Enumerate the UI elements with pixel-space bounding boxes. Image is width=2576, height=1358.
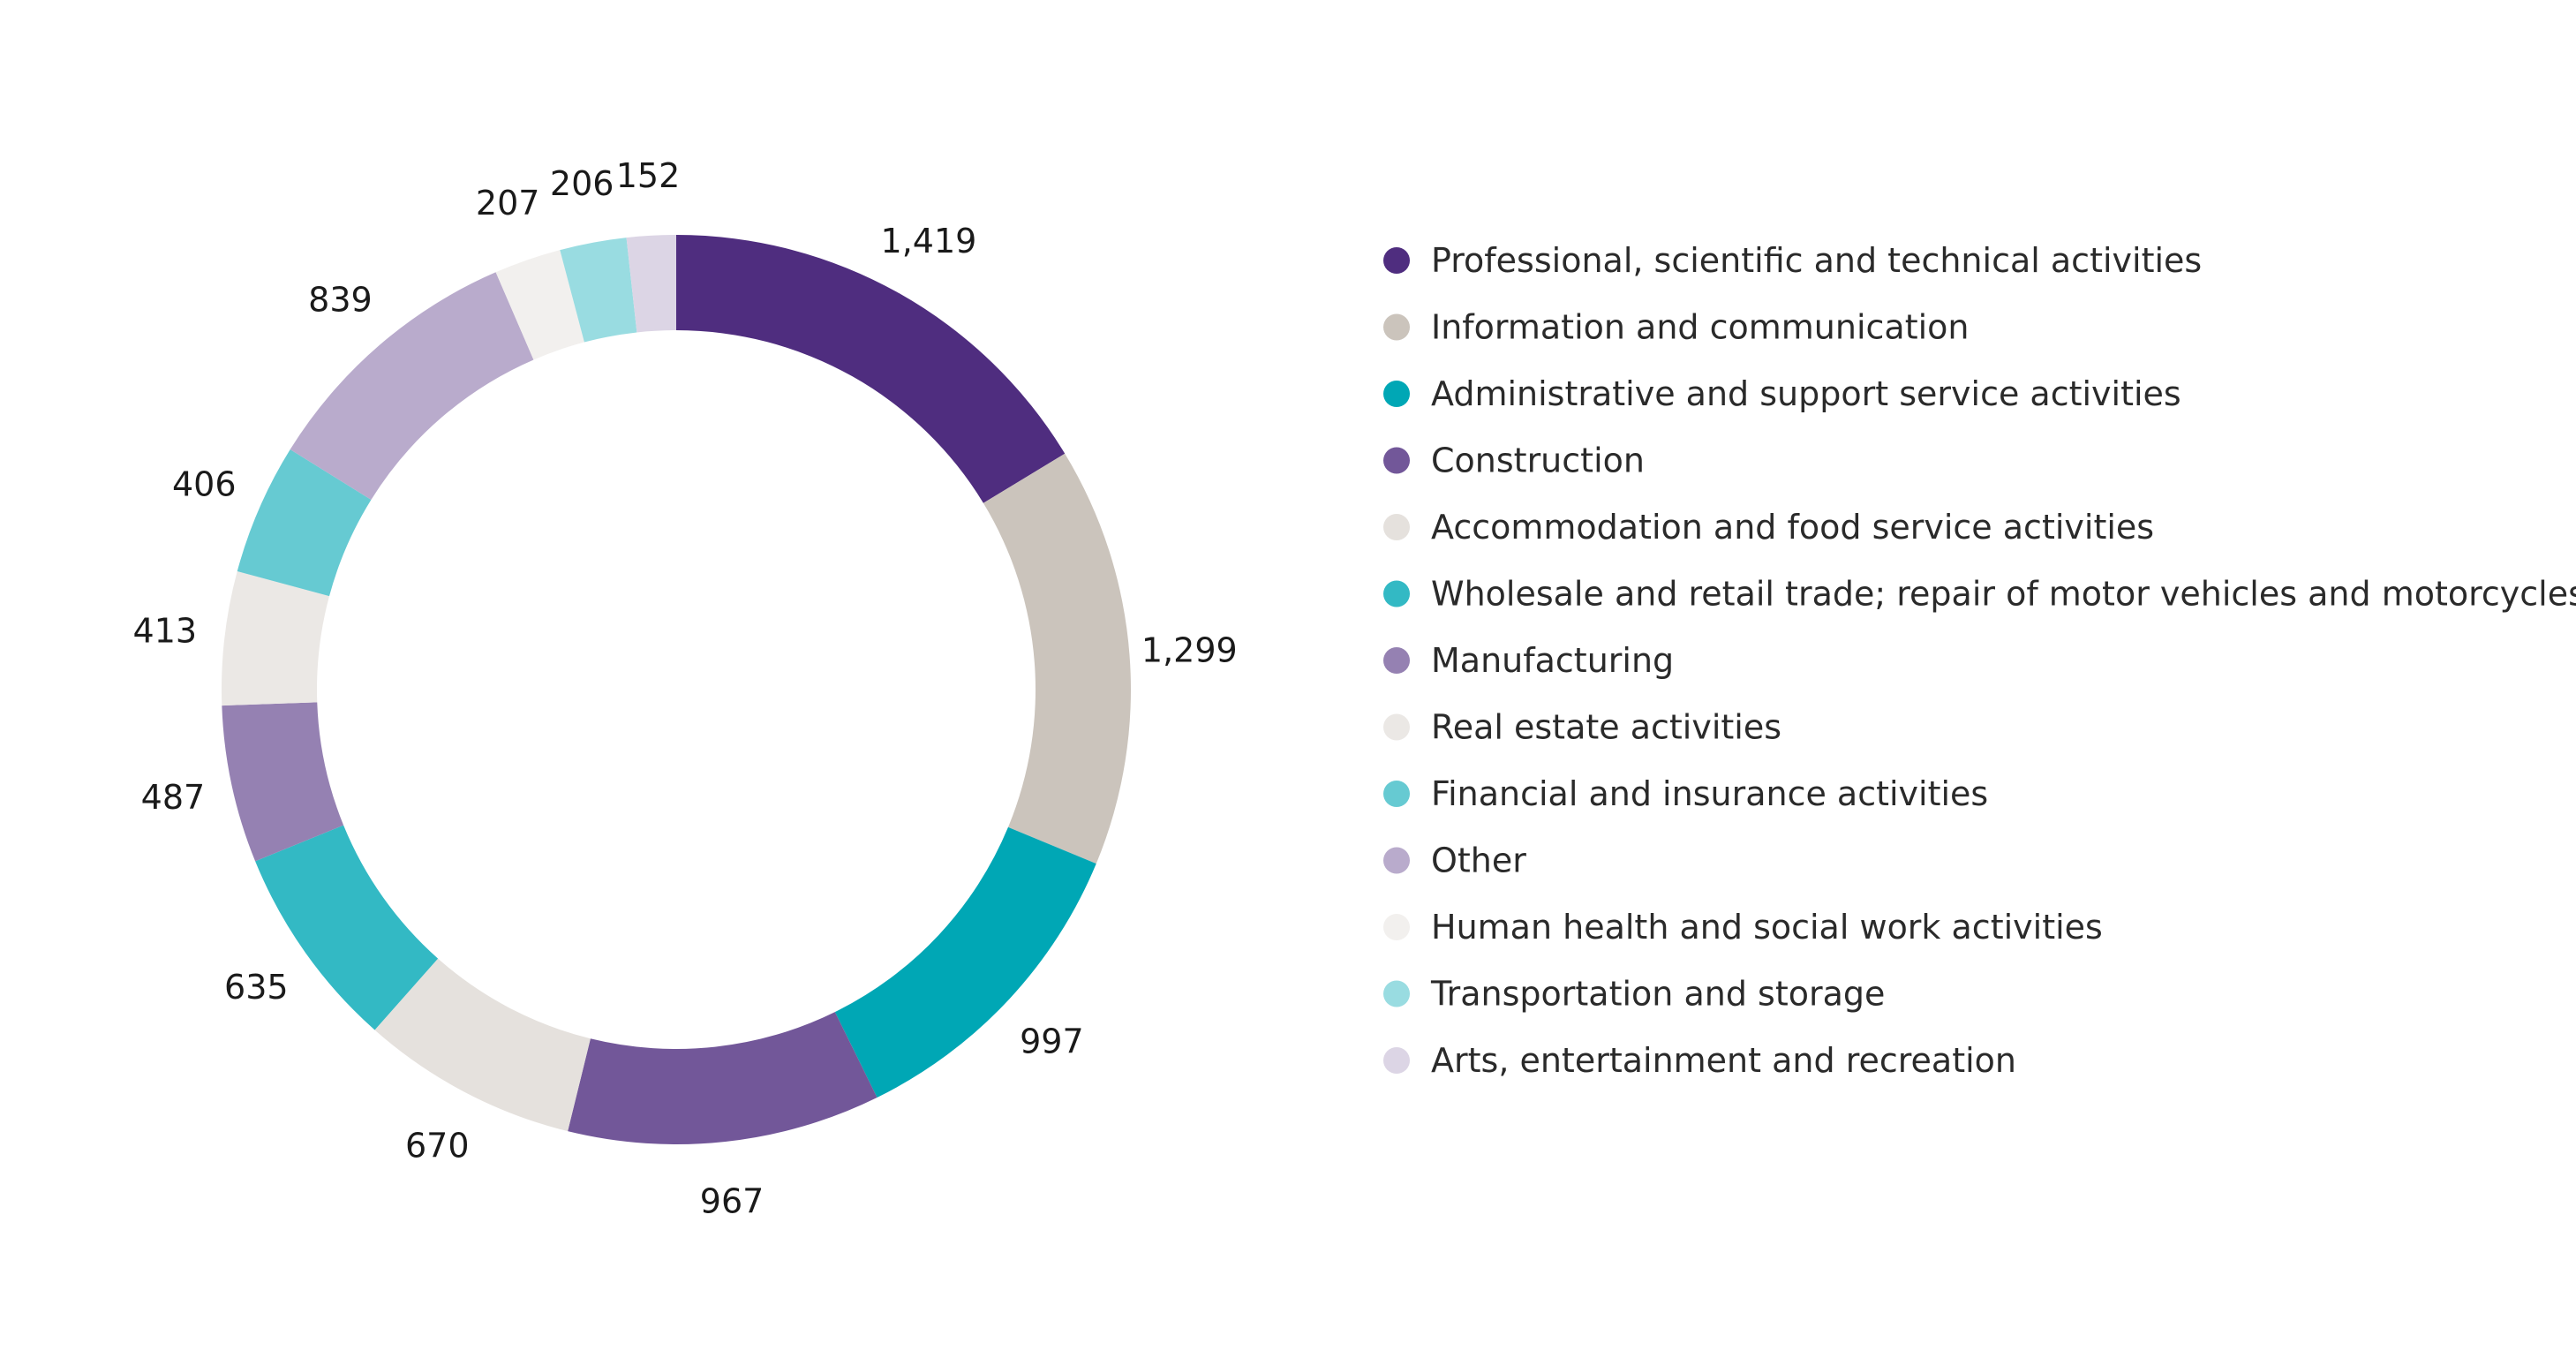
slice-arts-entertainment-and-recreation — [626, 235, 676, 333]
legend-swatch — [1383, 980, 1410, 1007]
value-label-transportation-and-storage: 206 — [550, 164, 614, 203]
slice-other — [290, 272, 534, 501]
value-label-manufacturing: 487 — [141, 778, 206, 817]
legend-label: Manufacturing — [1431, 641, 1674, 680]
value-label-information-and-communication: 1,299 — [1141, 631, 1238, 670]
slice-professional-scientific-and-technical-activities — [676, 235, 1066, 503]
legend-label: Financial and insurance activities — [1431, 774, 1988, 813]
legend-swatch — [1383, 247, 1410, 274]
slice-wholesale-and-retail-trade-repair-of-motor-vehicles-and-motorcycles — [255, 825, 439, 1030]
legend-swatch — [1383, 313, 1410, 341]
legend-label: Human health and social work activities — [1431, 908, 2103, 947]
slice-information-and-communication — [983, 453, 1131, 864]
legend-item-information-and-communication: Information and communication — [1383, 308, 1969, 347]
legend-label: Wholesale and retail trade; repair of mo… — [1431, 575, 2576, 614]
legend-label: Professional, scientific and technical a… — [1431, 241, 2202, 280]
value-label-financial-and-insurance-activities: 406 — [172, 465, 237, 504]
value-label-real-estate-activities: 413 — [133, 612, 198, 651]
legend-swatch — [1383, 580, 1410, 607]
value-label-professional-scientific-and-technical-activities: 1,419 — [881, 222, 977, 260]
slice-construction — [568, 1012, 877, 1144]
slice-administrative-and-support-service-activities — [834, 826, 1096, 1098]
legend-swatch — [1383, 713, 1410, 741]
legend: Professional, scientific and technical a… — [1383, 241, 2576, 1080]
value-label-construction: 967 — [700, 1182, 765, 1221]
legend-item-accommodation-and-food-service-activities: Accommodation and food service activitie… — [1383, 508, 2154, 547]
legend-label: Arts, entertainment and recreation — [1431, 1041, 2016, 1080]
legend-label: Construction — [1431, 441, 1645, 480]
value-label-human-health-and-social-work-activities: 207 — [476, 184, 540, 223]
legend-swatch — [1383, 447, 1410, 474]
legend-swatch — [1383, 914, 1410, 940]
legend-item-transportation-and-storage: Transportation and storage — [1383, 975, 1885, 1014]
legend-item-professional-scientific-and-technical-activities: Professional, scientific and technical a… — [1383, 241, 2202, 280]
legend-label: Transportation and storage — [1430, 975, 1885, 1014]
value-label-administrative-and-support-service-activities: 997 — [1020, 1022, 1084, 1061]
legend-swatch — [1383, 647, 1410, 674]
slice-real-estate-activities — [222, 571, 330, 706]
legend-swatch — [1383, 781, 1410, 807]
legend-swatch — [1383, 381, 1410, 407]
slice-accommodation-and-food-service-activities — [374, 958, 591, 1132]
legend-label: Information and communication — [1431, 308, 1969, 347]
slice-financial-and-insurance-activities — [237, 449, 372, 597]
value-label-wholesale-and-retail-trade-repair-of-motor-vehicles-and-motorcycles: 635 — [224, 968, 289, 1007]
slice-transportation-and-storage — [560, 238, 637, 343]
value-label-other: 839 — [308, 280, 373, 319]
slice-human-health-and-social-work-activities — [495, 250, 584, 360]
legend-swatch — [1383, 1047, 1410, 1074]
legend-label: Real estate activities — [1431, 708, 1781, 747]
legend-label: Other — [1431, 841, 1526, 880]
donut-slices — [222, 235, 1131, 1144]
legend-item-other: Other — [1383, 841, 1526, 880]
legend-label: Accommodation and food service activitie… — [1431, 508, 2154, 547]
legend-swatch — [1383, 847, 1410, 874]
legend-label: Administrative and support service activ… — [1431, 374, 2181, 413]
legend-item-human-health-and-social-work-activities: Human health and social work activities — [1383, 908, 2103, 947]
slice-manufacturing — [222, 702, 344, 862]
legend-item-manufacturing: Manufacturing — [1383, 641, 1674, 680]
value-label-accommodation-and-food-service-activities: 670 — [405, 1126, 470, 1165]
value-labels: 1,419 1,299 997 967 670 635 487 413 406 839 207 206… — [133, 156, 1238, 1221]
legend-swatch — [1383, 514, 1410, 540]
legend-item-administrative-and-support-service-activities: Administrative and support service activ… — [1383, 374, 2181, 413]
legend-item-real-estate-activities: Real estate activities — [1383, 708, 1781, 747]
legend-item-wholesale-and-retail-trade-repair-of-motor-vehicles-and-motorcycles: Wholesale and retail trade; repair of mo… — [1383, 575, 2576, 614]
value-label-arts-entertainment-and-recreation: 152 — [616, 156, 681, 195]
legend-item-arts-entertainment-and-recreation: Arts, entertainment and recreation — [1383, 1041, 2016, 1080]
legend-item-financial-and-insurance-activities: Financial and insurance activities — [1383, 774, 1988, 813]
legend-item-construction: Construction — [1383, 441, 1645, 480]
